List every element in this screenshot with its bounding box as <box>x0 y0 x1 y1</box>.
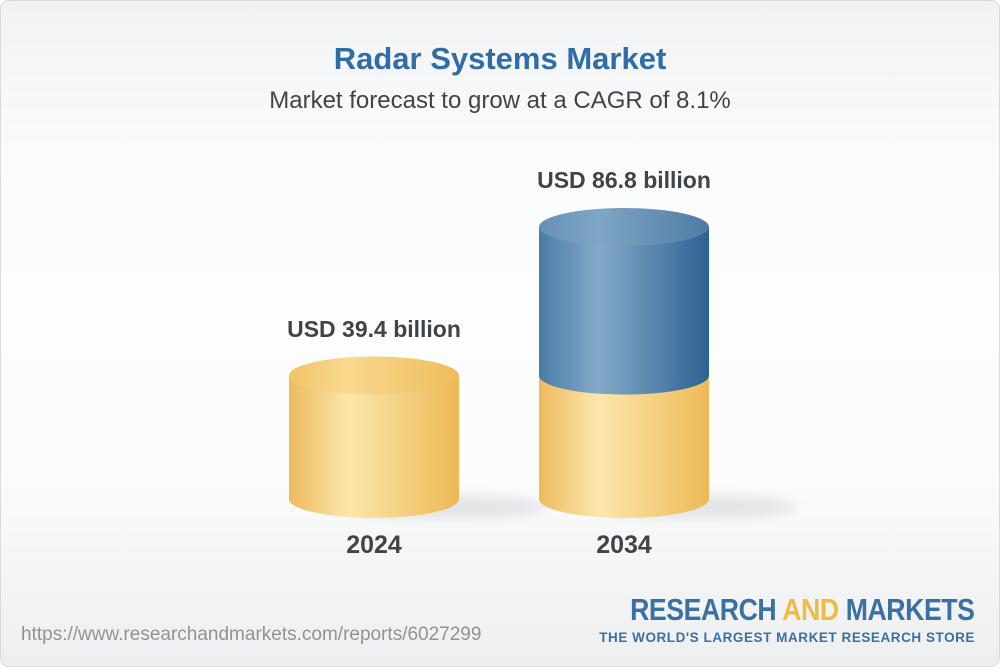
logo-word-and: AND <box>782 592 840 627</box>
logo-word-markets: MARKETS <box>846 592 975 627</box>
research-and-markets-logo: RESEARCH AND MARKETS THE WORLD'S LARGEST… <box>574 592 976 645</box>
chart-subtitle: Market forecast to grow at a CAGR of 8.1… <box>269 87 731 114</box>
category-label-2034: 2034 <box>596 531 652 559</box>
cylinder-2034-top <box>539 208 709 246</box>
cylinder-2034-growth-segment <box>539 227 709 395</box>
value-label-2024: USD 39.4 billion <box>287 315 461 342</box>
cylinder-2024-top <box>289 356 459 395</box>
value-label-2034: USD 86.8 billion <box>537 167 711 193</box>
category-label-2024: 2024 <box>346 531 402 559</box>
logo-tagline: THE WORLD'S LARGEST MARKET RESEARCH STOR… <box>599 629 975 645</box>
logo-wordmark: RESEARCH AND MARKETS <box>630 592 976 627</box>
cylinder-2024-body <box>289 375 459 518</box>
chart-title: Radar Systems Market <box>333 41 667 76</box>
cylinder-2034-base-segment <box>539 375 709 518</box>
report-url: https://www.researchandmarkets.com/repor… <box>21 624 482 645</box>
logo-word-research: RESEARCH <box>630 592 778 627</box>
